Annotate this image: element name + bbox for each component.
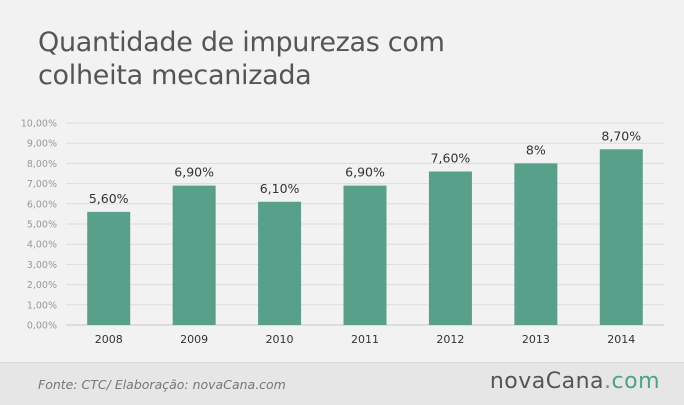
title-line-2: colheita mecanizada <box>38 60 312 91</box>
chart-title: Quantidade de impurezas com colheita mec… <box>38 26 558 92</box>
bar <box>599 149 643 325</box>
source-text: Fonte: CTC/ Elaboração: novaCana.com <box>38 377 286 392</box>
logo-main: novaCana <box>489 369 605 394</box>
data-label: 7,60% <box>431 150 471 165</box>
bar-chart: 0,00% 1,00% 2,00% 3,00% 4,00% 5,00% 6,00% 7,00%… <box>21 119 664 346</box>
data-label: 6,90% <box>345 165 385 180</box>
bar <box>172 185 216 325</box>
bar <box>258 201 302 325</box>
x-tick-label: 2011 <box>351 333 379 346</box>
bar <box>514 163 558 325</box>
y-tick-label: 9,00% <box>27 139 57 150</box>
x-tick-label: 2014 <box>607 333 635 346</box>
y-tick-label: 1,00% <box>27 300 57 311</box>
x-tick-label: 2010 <box>266 333 294 346</box>
x-tick-label: 2008 <box>95 333 123 346</box>
y-tick-label: 4,00% <box>27 240 57 251</box>
data-label: 6,10% <box>260 181 300 196</box>
logo-tld: .com <box>604 369 660 394</box>
y-tick-label: 6,00% <box>27 199 57 210</box>
y-tick-label: 10,00% <box>21 119 57 130</box>
y-tick-label: 2,00% <box>27 280 57 291</box>
y-tick-label: 5,00% <box>27 220 57 231</box>
y-tick-label: 7,00% <box>27 179 57 190</box>
chart-card: Quantidade de impurezas com colheita mec… <box>20 26 664 346</box>
bar <box>343 185 387 325</box>
bar <box>428 171 472 325</box>
y-tick-label: 3,00% <box>27 260 57 271</box>
bar <box>87 211 131 325</box>
x-tick-label: 2013 <box>522 333 550 346</box>
x-tick-label: 2012 <box>436 333 464 346</box>
data-label: 5,60% <box>89 191 129 206</box>
x-tick-label: 2009 <box>180 333 208 346</box>
y-tick-label: 0,00% <box>27 321 57 332</box>
y-tick-label: 8,00% <box>27 159 57 170</box>
data-label: 8,70% <box>601 128 641 143</box>
footer: Fonte: CTC/ Elaboração: novaCana.com nov… <box>0 362 684 405</box>
data-label: 8% <box>526 142 546 157</box>
data-label: 6,90% <box>174 165 214 180</box>
title-line-1: Quantidade de impurezas com <box>38 27 445 58</box>
novacana-logo[interactable]: novaCana.com <box>490 369 660 394</box>
